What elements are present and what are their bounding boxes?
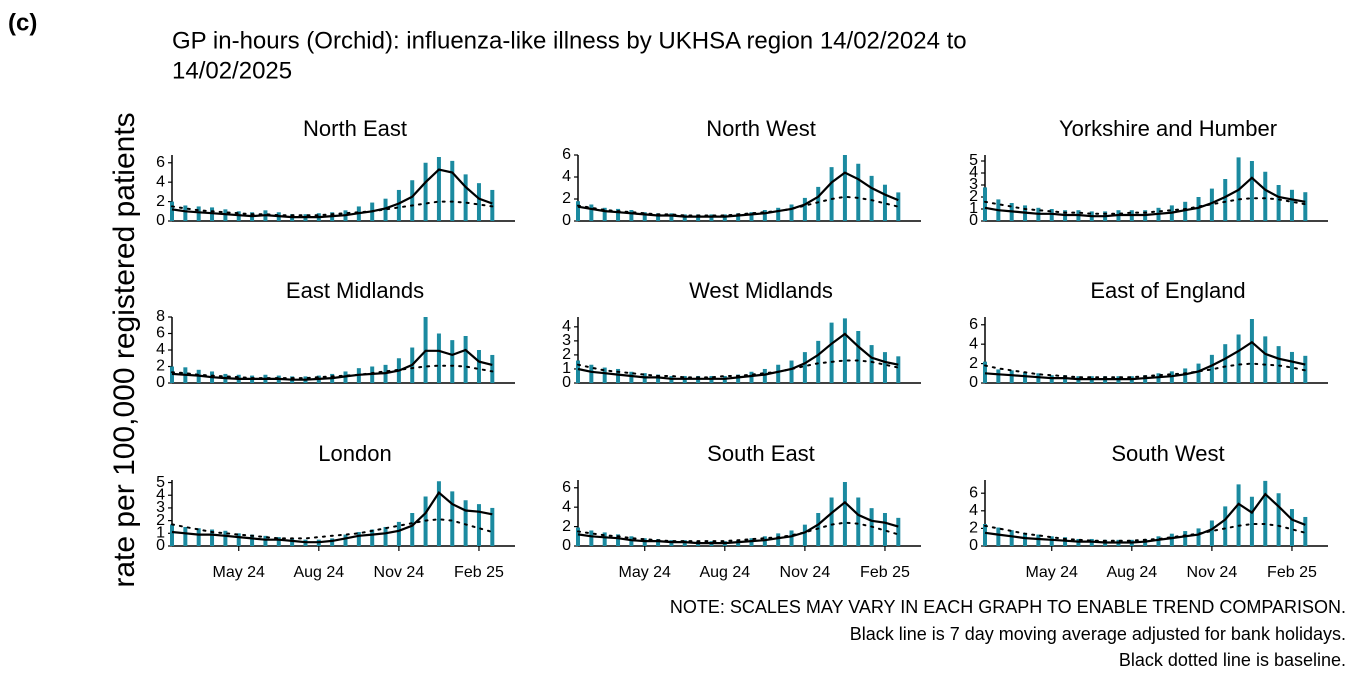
moving-average-line [577, 171, 899, 218]
y-tick-label: 8 [156, 308, 165, 325]
y-tick-label: 0 [156, 537, 165, 554]
moving-average-line [577, 500, 899, 545]
x-tick-label: Aug 24 [293, 564, 344, 581]
y-tick-label: 0 [156, 212, 165, 229]
y-tick-label: 2 [156, 358, 165, 375]
moving-average-line [984, 176, 1306, 218]
moving-average-line [577, 332, 899, 380]
panel-title: East Midlands [286, 278, 424, 303]
x-tick-label: Feb 25 [860, 564, 910, 581]
x-tick-label: May 24 [618, 564, 671, 581]
y-tick-label: 4 [562, 498, 571, 515]
panel-title: North East [303, 116, 407, 141]
note: Black dotted line is baseline. [1119, 650, 1346, 670]
y-tick-label: 2 [969, 520, 978, 537]
y-axis-label: rate per 100,000 registered patients [108, 112, 141, 587]
y-tick-label: 3 [969, 176, 978, 193]
y-tick-label: 5 [969, 152, 978, 169]
moving-average-line [171, 491, 493, 544]
x-tick-label: May 24 [1025, 564, 1078, 581]
panel-title: Yorkshire and Humber [1059, 116, 1277, 141]
y-tick-label: 2 [562, 518, 571, 535]
y-tick-label: 6 [156, 325, 165, 342]
y-tick-label: 2 [562, 190, 571, 207]
y-tick-label: 2 [562, 346, 571, 363]
y-tick-label: 4 [969, 502, 978, 519]
y-tick-label: 2 [969, 188, 978, 205]
baseline-line [984, 523, 1307, 542]
panel-title: South West [1111, 441, 1224, 466]
x-tick-label: May 24 [212, 564, 265, 581]
panel-label: (c) [8, 9, 37, 36]
x-tick-label: Feb 25 [1267, 564, 1317, 581]
y-tick-label: 0 [156, 374, 165, 391]
figure-title: GP in-hours (Orchid): influenza-like ill… [172, 27, 967, 54]
y-tick-label: 3 [156, 499, 165, 516]
y-tick-label: 4 [562, 168, 571, 185]
panel-title: North West [706, 116, 816, 141]
y-tick-label: 4 [156, 486, 165, 503]
y-tick-label: 1 [156, 525, 165, 542]
y-tick-label: 1 [562, 360, 571, 377]
panel-title: East of England [1090, 278, 1245, 303]
y-tick-label: 0 [969, 374, 978, 391]
x-tick-label: Feb 25 [454, 564, 504, 581]
panel-title: London [318, 441, 391, 466]
baseline-line [577, 195, 900, 217]
x-tick-label: Nov 24 [374, 564, 425, 581]
y-tick-label: 4 [969, 335, 978, 352]
figure-title: 14/02/2025 [172, 57, 292, 84]
y-tick-label: 0 [562, 212, 571, 229]
note: NOTE: SCALES MAY VARY IN EACH GRAPH TO E… [670, 597, 1346, 617]
y-tick-label: 4 [562, 318, 571, 335]
y-tick-label: 1 [969, 200, 978, 217]
panel-title: West Midlands [689, 278, 833, 303]
y-tick-label: 6 [562, 479, 571, 496]
y-tick-label: 0 [969, 537, 978, 554]
y-tick-label: 4 [969, 164, 978, 181]
baseline-line [577, 521, 900, 543]
baseline-line [171, 364, 494, 380]
x-tick-label: Aug 24 [1106, 564, 1157, 581]
y-tick-label: 6 [562, 146, 571, 163]
y-tick-label: 2 [156, 512, 165, 529]
y-tick-label: 6 [156, 154, 165, 171]
y-tick-label: 2 [156, 193, 165, 210]
x-tick-label: Nov 24 [1187, 564, 1238, 581]
y-tick-label: 6 [969, 316, 978, 333]
moving-average-line [984, 340, 1306, 381]
baseline-line [171, 200, 494, 217]
y-tick-label: 4 [156, 173, 165, 190]
y-tick-label: 4 [156, 341, 165, 358]
y-tick-label: 3 [562, 332, 571, 349]
y-tick-label: 5 [156, 474, 165, 491]
y-tick-label: 6 [969, 484, 978, 501]
baseline-line [984, 197, 1307, 215]
x-tick-label: Nov 24 [780, 564, 831, 581]
baseline-line [171, 518, 494, 540]
note: Black line is 7 day moving average adjus… [850, 624, 1346, 644]
y-tick-label: 0 [562, 374, 571, 391]
baseline-line [984, 362, 1307, 379]
moving-average-line [984, 492, 1306, 544]
panel-title: South East [707, 441, 815, 466]
y-tick-label: 2 [969, 355, 978, 372]
y-tick-label: 0 [562, 537, 571, 554]
x-tick-label: Aug 24 [699, 564, 750, 581]
moving-average-line [171, 348, 493, 381]
moving-average-line [171, 168, 493, 219]
baseline-line [577, 359, 900, 379]
y-tick-label: 0 [969, 212, 978, 229]
